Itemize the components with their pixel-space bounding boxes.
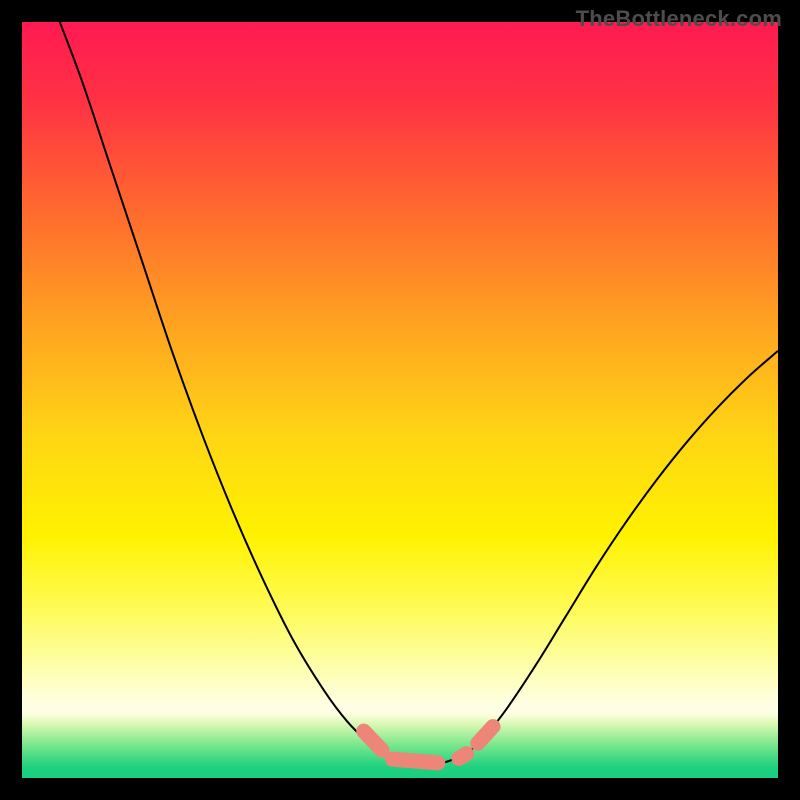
bottleneck-curve <box>60 22 778 764</box>
curve-layer <box>22 22 778 778</box>
watermark-text: TheBottleneck.com <box>576 6 782 32</box>
plot-area <box>22 22 778 778</box>
highlight-segment <box>392 759 437 763</box>
highlight-segment <box>459 754 467 759</box>
highlight-segment <box>364 731 382 750</box>
highlight-segment <box>478 727 493 744</box>
